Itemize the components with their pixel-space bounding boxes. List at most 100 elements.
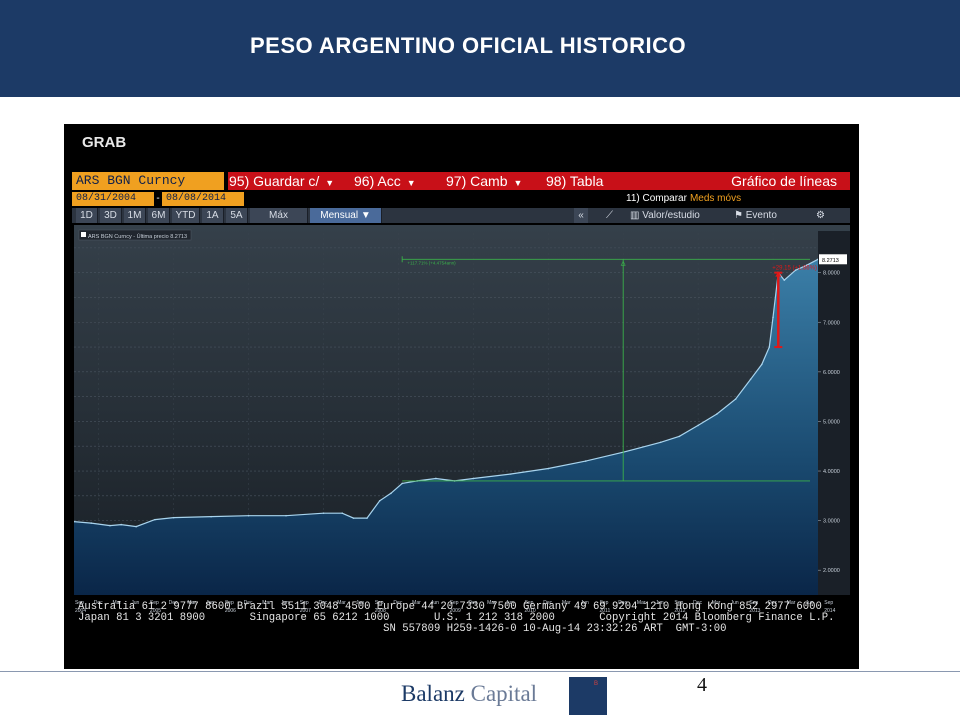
y-tick-label: 3.0000	[823, 519, 840, 525]
period-3d[interactable]: 3D	[100, 208, 122, 223]
x-month-label: Mar	[112, 600, 121, 606]
x-year-label: 2009	[450, 608, 461, 614]
menu-acc[interactable]: 96) Acc ▼	[354, 173, 416, 189]
data-point	[401, 482, 403, 485]
x-month-label: Mar	[412, 600, 421, 606]
data-point	[716, 413, 718, 415]
data-point	[783, 279, 786, 281]
x-month-label: Mar	[637, 600, 646, 606]
x-month-label: Dec	[768, 600, 777, 606]
frequency-dropdown[interactable]: Mensual ▼	[310, 208, 382, 223]
event-button[interactable]: ⚑ Evento	[734, 210, 777, 221]
data-point	[510, 473, 512, 475]
period-ytd[interactable]: YTD	[172, 208, 200, 223]
command-bar	[72, 172, 850, 190]
moving-averages-link[interactable]: Meds móvs	[689, 193, 742, 204]
series-area	[74, 259, 818, 595]
bloomberg-terminal-screenshot: GRAB ARS BGN Curncy 95) Guardar c/▼ 96) …	[64, 124, 859, 669]
x-month-label: Dec	[94, 600, 103, 606]
x-year-label: 2006	[225, 608, 236, 614]
menu-tabla[interactable]: 98) Tabla	[546, 173, 604, 189]
period-max[interactable]: Máx	[250, 208, 308, 223]
x-month-label: Jun	[806, 600, 814, 606]
data-point	[74, 520, 75, 523]
value-study-button[interactable]: ▥ Valor/estudio	[630, 210, 700, 221]
x-month-label: Mar	[262, 600, 271, 606]
data-point	[772, 316, 774, 319]
chevron-down-icon: ▼	[325, 178, 335, 188]
collapse-icon[interactable]: «	[574, 208, 588, 223]
footer-divider	[0, 671, 960, 672]
data-point	[210, 515, 212, 518]
data-point	[659, 441, 662, 444]
chart-type-label[interactable]: Gráfico de líneas	[731, 173, 837, 189]
menu-guardar[interactable]: 95) Guardar c/▼	[229, 173, 335, 189]
y-tick-label: 6.0000	[823, 370, 840, 376]
end-date-field[interactable]: 08/08/2014	[162, 192, 244, 206]
x-month-label: Sep	[75, 600, 84, 606]
x-month-label: Jun	[356, 600, 364, 606]
x-month-label: Dec	[468, 600, 477, 606]
data-point	[378, 499, 381, 502]
period-1d[interactable]: 1D	[76, 208, 98, 223]
x-month-label: Dec	[169, 600, 178, 606]
x-month-label: Sep	[599, 600, 608, 606]
x-year-label: 2013	[749, 608, 760, 614]
line-draw-icon[interactable]: ⟋	[606, 210, 613, 221]
arrow-icon	[620, 260, 626, 266]
compare-button[interactable]: 11) Comparar Meds móvs	[626, 193, 742, 204]
x-month-label: Mar	[712, 600, 721, 606]
data-point	[247, 514, 250, 517]
data-point	[805, 264, 808, 267]
data-point	[135, 525, 137, 528]
footer-line-2: Japan 81 3 3201 8900 Singapore 65 6212 1…	[78, 612, 835, 624]
data-point	[390, 492, 392, 495]
x-axis: Sep Dec Mar Jun Sep Dec Mar Jun Sep Dec Mar Jun Sep D…	[74, 595, 850, 630]
page-title: PESO ARGENTINO OFICIAL HISTORICO	[250, 33, 687, 58]
price-chart[interactable]: +117.71% (+4.4754ann) +29.15 (+1.86%) 2.0…	[74, 225, 850, 630]
data-point	[172, 516, 175, 519]
x-month-label: Mar	[487, 600, 496, 606]
x-month-label: Sep	[225, 600, 234, 606]
data-point	[366, 517, 368, 519]
x-month-label: Sep	[450, 600, 459, 606]
data-point	[120, 523, 123, 526]
app-label: GRAB	[82, 134, 127, 151]
data-point	[154, 518, 156, 521]
period-6m[interactable]: 6M	[148, 208, 170, 223]
period-5a[interactable]: 5A	[226, 208, 248, 223]
data-point	[352, 517, 355, 519]
legend: ARS BGN Curncy - Última precio 8.2713	[78, 229, 192, 241]
data-point	[547, 467, 550, 470]
chevron-down-icon: ▼	[513, 178, 523, 188]
x-year-label: 2005	[150, 608, 161, 614]
jump-annotation: +29.15 (+1.86%)	[772, 266, 817, 272]
period-1a[interactable]: 1A	[202, 208, 224, 223]
x-month-label: Sep	[525, 600, 534, 606]
y-tick-label: 7.0000	[823, 320, 840, 326]
x-month-label: Mar	[337, 600, 346, 606]
data-point	[90, 522, 93, 524]
x-axis-background	[74, 595, 850, 630]
annotations: +117.71% (+4.4754ann) +29.15 (+1.86%)	[401, 256, 817, 482]
start-date-field[interactable]: 08/31/2004	[72, 192, 154, 206]
x-year-label: 2010	[525, 608, 536, 614]
x-month-label: Mar	[562, 600, 571, 606]
gear-icon[interactable]: ⚙	[816, 210, 825, 221]
x-month-label: Sep	[749, 600, 758, 606]
menu-camb[interactable]: 97) Camb ▼	[446, 173, 523, 189]
x-month-label: Dec	[618, 600, 627, 606]
period-1m[interactable]: 1M	[124, 208, 146, 223]
x-month-label: Jun	[581, 600, 589, 606]
ticker-field[interactable]: ARS BGN Curncy	[72, 172, 224, 190]
y-tick-label: 5.0000	[823, 419, 840, 425]
y-tick-label: 8.0000	[823, 271, 840, 277]
x-year-label: 2007	[300, 608, 311, 614]
data-point	[109, 524, 111, 527]
gain-annotation: +117.71% (+4.4754ann)	[407, 260, 456, 265]
x-month-label: Sep	[300, 600, 309, 606]
footer-line-1: Australia 61 2 9777 8600 Brazil 5511 304…	[78, 601, 822, 613]
data-point	[472, 477, 475, 480]
x-month-label: Dec	[393, 600, 402, 606]
page-number: 4	[697, 674, 707, 696]
